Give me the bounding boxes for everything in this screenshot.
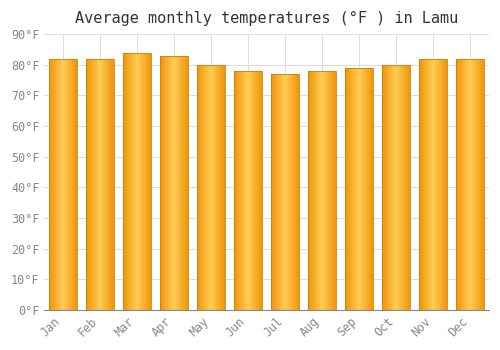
- Bar: [308, 71, 336, 310]
- Bar: [382, 65, 410, 310]
- Bar: [346, 68, 373, 310]
- Bar: [49, 59, 77, 310]
- Bar: [420, 59, 447, 310]
- Bar: [234, 71, 262, 310]
- Bar: [86, 59, 114, 310]
- Bar: [123, 52, 151, 310]
- Bar: [456, 59, 484, 310]
- Bar: [197, 65, 225, 310]
- Bar: [160, 56, 188, 310]
- Title: Average monthly temperatures (°F ) in Lamu: Average monthly temperatures (°F ) in La…: [75, 11, 458, 26]
- Bar: [272, 74, 299, 310]
